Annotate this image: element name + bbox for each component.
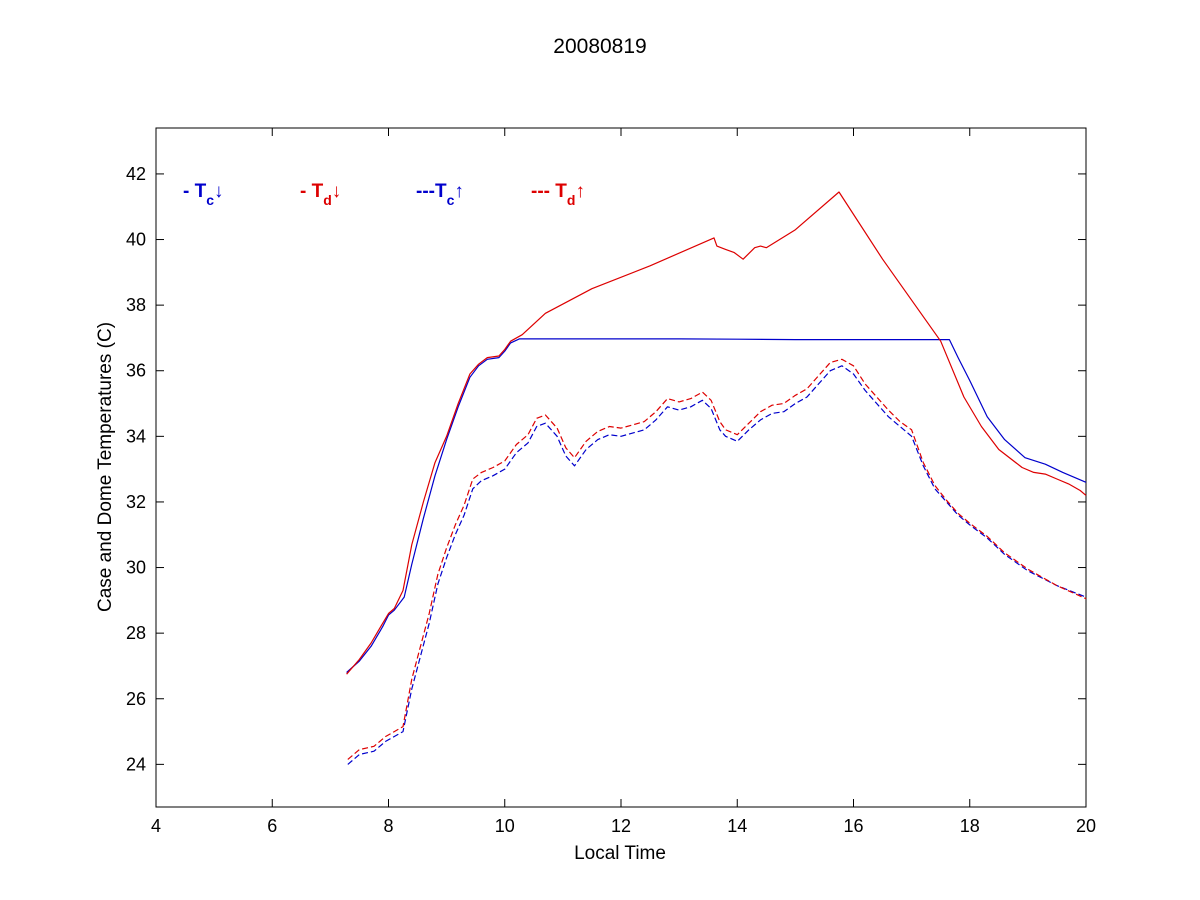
series-line-2 <box>346 191 1087 675</box>
legend-entry-arrow: ↓ <box>332 181 342 202</box>
y-tick-label: 32 <box>126 492 146 512</box>
x-tick-label: 20 <box>1076 816 1096 836</box>
y-axis-label: Case and Dome Temperatures (C) <box>95 322 116 612</box>
legend-entry: - Td↓ <box>300 181 341 208</box>
legend-entry-subscript: c <box>206 192 214 208</box>
y-tick-label: 36 <box>126 361 146 381</box>
chart-title: 20080819 <box>553 35 646 58</box>
legend-entry-prefix: ---T <box>416 181 447 202</box>
x-tick-label: 8 <box>383 816 393 836</box>
x-tick-label: 16 <box>843 816 863 836</box>
legend-entry-arrow: ↑ <box>454 181 464 202</box>
legend-entry-subscript: c <box>447 192 455 208</box>
legend: - Tc↓ - Td↓ ---Tc↑ --- Td↑ <box>183 181 585 208</box>
x-tick-label: 18 <box>960 816 980 836</box>
legend-entry-arrow: ↑ <box>575 181 585 202</box>
legend-entry: ---Tc↑ <box>416 181 464 208</box>
legend-entry-subscript: d <box>323 192 332 208</box>
y-tick-label: 34 <box>126 426 146 446</box>
legend-entry-prefix: --- T <box>531 181 567 202</box>
x-tick-label: 4 <box>151 816 161 836</box>
legend-entry-prefix: - T <box>300 181 324 202</box>
y-tick-label: 24 <box>126 754 146 774</box>
plot-frame <box>155 127 1087 808</box>
y-tick-label: 38 <box>126 295 146 315</box>
series-line-1 <box>346 338 1087 673</box>
x-axis: 4 6 8 10 12 14 16 18 20 <box>151 128 1096 836</box>
x-tick-label: 10 <box>495 816 515 836</box>
legend-entry: --- Td↑ <box>531 181 585 208</box>
y-tick-label: 26 <box>126 689 146 709</box>
x-axis-label: Local Time <box>574 843 666 864</box>
x-tick-label: 6 <box>267 816 277 836</box>
y-tick-label: 28 <box>126 623 146 643</box>
y-tick-label: 40 <box>126 230 146 250</box>
x-tick-label: 14 <box>727 816 747 836</box>
legend-entry-subscript: d <box>567 192 576 208</box>
series-line-3 <box>347 365 1087 765</box>
y-tick-label: 42 <box>126 164 146 184</box>
series-layer <box>346 191 1087 765</box>
legend-entry-arrow: ↓ <box>214 181 224 202</box>
x-tick-label: 12 <box>611 816 631 836</box>
y-axis: 24 26 28 30 32 34 36 38 40 42 <box>126 164 1086 774</box>
series-line-4 <box>347 358 1087 760</box>
plot-area: 4 6 8 10 12 14 16 18 20 24 26 28 30 32 34 36 38 40 42 - T… <box>126 127 1096 836</box>
y-tick-label: 30 <box>126 558 146 578</box>
legend-entry-prefix: - T <box>183 181 207 202</box>
legend-entry: - Tc↓ <box>183 181 224 208</box>
